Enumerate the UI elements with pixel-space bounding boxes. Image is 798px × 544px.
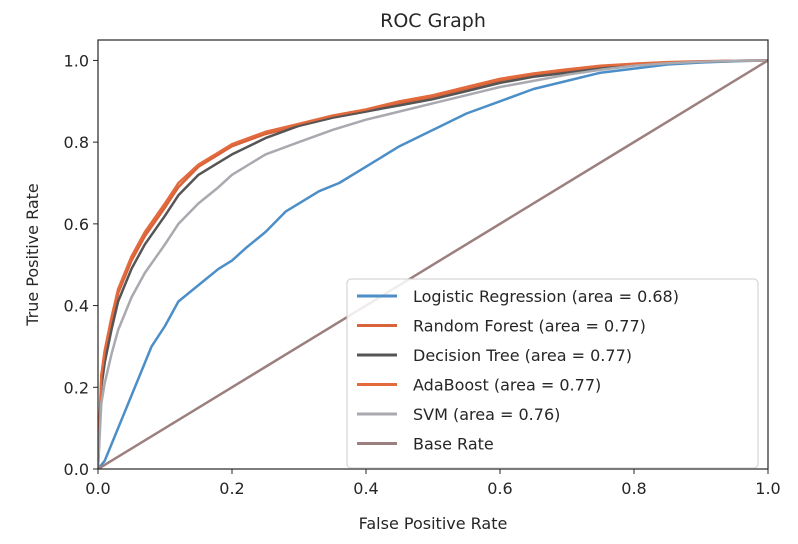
legend-label: Logistic Regression (area = 0.68) (413, 287, 679, 306)
legend-label: Random Forest (area = 0.77) (413, 317, 646, 336)
legend-label: Decision Tree (area = 0.77) (413, 346, 632, 365)
series-line-3 (98, 59, 768, 469)
series-line-4 (98, 59, 768, 469)
y-tick-label: 0.4 (64, 297, 89, 316)
plot-area (98, 59, 768, 469)
x-tick-label: 0.4 (353, 479, 378, 498)
chart-title: ROC Graph (380, 10, 486, 32)
y-tick-label: 0.0 (64, 460, 89, 479)
x-tick-label: 0.6 (487, 479, 512, 498)
x-tick-label: 0.8 (621, 479, 646, 498)
plot-frame (97, 39, 769, 470)
y-tick-label: 1.0 (64, 51, 89, 70)
y-tick-label: 0.8 (64, 133, 89, 152)
legend-label: SVM (area = 0.76) (413, 405, 560, 424)
series-line-5 (98, 59, 768, 469)
x-tick-label: 1.0 (755, 479, 780, 498)
legend-label: Base Rate (413, 435, 494, 454)
x-axis-label: False Positive Rate (359, 514, 508, 533)
y-tick-label: 0.6 (64, 215, 89, 234)
y-axis-label: True Positive Rate (23, 183, 42, 327)
x-tick-label: 0.2 (219, 479, 244, 498)
x-tick-label: 0.0 (85, 479, 110, 498)
legend-label: AdaBoost (area = 0.77) (413, 376, 601, 395)
y-tick-label: 0.2 (64, 378, 89, 397)
legend-box (346, 278, 759, 469)
x-axis: 0.0 0.2 0.4 0.6 0.8 1.0 (85, 469, 781, 498)
legend: Logistic Regression (area = 0.68) Random … (346, 278, 759, 469)
series-line-0 (98, 59, 768, 469)
y-axis: 0.0 0.2 0.4 0.6 0.8 1.0 (64, 51, 98, 479)
